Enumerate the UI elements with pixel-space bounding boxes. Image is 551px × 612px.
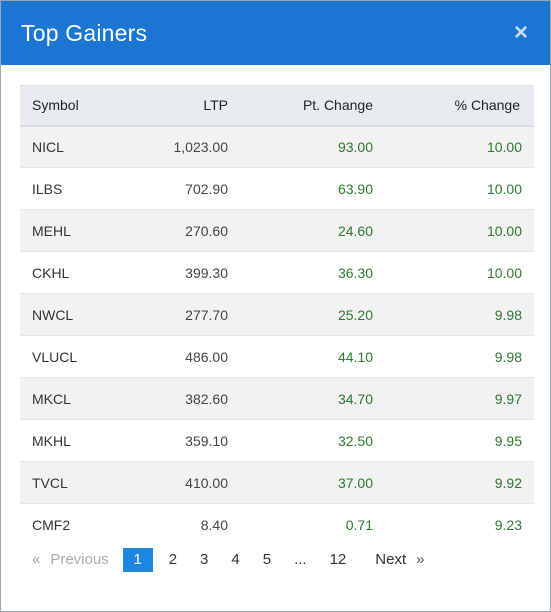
cell-pct-change: 9.98: [385, 293, 534, 336]
cell-ltp: 1,023.00: [130, 125, 240, 168]
cell-pct-change: 9.97: [385, 377, 534, 420]
previous-arrow-icon[interactable]: «: [32, 550, 41, 568]
cell-pct-change: 10.00: [385, 125, 534, 168]
cell-pct-change: 10.00: [385, 251, 534, 294]
cell-pct-change: 9.23: [494, 516, 522, 533]
cell-pct-change: 10.00: [385, 167, 534, 210]
dialog-header: Top Gainers ×: [1, 1, 550, 65]
table-row[interactable]: MKHL 359.10 32.50 9.95: [20, 419, 534, 462]
table-row[interactable]: TVCL 410.00 37.00 9.92: [20, 461, 534, 504]
table-header-row: Symbol LTP Pt. Change % Change: [20, 85, 534, 126]
column-header-ltp[interactable]: LTP: [203, 97, 228, 114]
cell-symbol: CMF2: [32, 516, 71, 533]
table-row[interactable]: CMF2 8.40 0.71 9.23: [20, 503, 534, 546]
cell-pct-change: 9.95: [385, 419, 534, 462]
cell-ltp: 702.90: [130, 167, 240, 210]
close-icon[interactable]: ×: [513, 19, 528, 46]
cell-symbol: ILBS: [20, 167, 130, 210]
cell-symbol: MKCL: [20, 377, 130, 420]
cell-pct-change: 9.98: [385, 335, 534, 378]
cell-ltp: 486.00: [130, 335, 240, 378]
page-button-1[interactable]: 1: [122, 547, 153, 572]
gainers-table: Symbol LTP Pt. Change % Change NICL 1,02…: [20, 85, 534, 546]
column-header-symbol[interactable]: Symbol: [32, 97, 79, 114]
page-button-12[interactable]: 12: [329, 550, 347, 568]
cell-symbol: TVCL: [20, 461, 130, 504]
cell-pct-change: 9.92: [385, 461, 534, 504]
cell-ltp: 8.40: [200, 516, 228, 533]
table-row[interactable]: NWCL 277.70 25.20 9.98: [20, 293, 534, 336]
cell-pt-change: 24.60: [240, 209, 385, 252]
previous-page-button[interactable]: Previous: [50, 550, 109, 568]
cell-symbol: NWCL: [20, 293, 130, 336]
page-button-4[interactable]: 4: [231, 550, 240, 568]
cell-pt-change: 32.50: [240, 419, 385, 462]
cell-ltp: 410.00: [130, 461, 240, 504]
cell-pt-change: 63.90: [240, 167, 385, 210]
page-button-3[interactable]: 3: [200, 550, 209, 568]
table-row[interactable]: CKHL 399.30 36.30 10.00: [20, 251, 534, 294]
table-body: NICL 1,023.00 93.00 10.00 ILBS 702.90 63…: [20, 125, 534, 546]
table-row[interactable]: VLUCL 486.00 44.10 9.98: [20, 335, 534, 378]
column-header-pct-change[interactable]: % Change: [454, 97, 520, 114]
cell-ltp: 270.60: [130, 209, 240, 252]
cell-ltp: 359.10: [130, 419, 240, 462]
page-button-5[interactable]: 5: [262, 550, 272, 568]
next-page-button[interactable]: Next: [375, 550, 407, 568]
cell-symbol: MKHL: [20, 419, 130, 462]
cell-ltp: 277.70: [130, 293, 240, 336]
next-arrow-icon[interactable]: »: [416, 550, 425, 568]
cell-pt-change: 25.20: [240, 293, 385, 336]
cell-pt-change: 0.71: [345, 516, 373, 533]
cell-ltp: 399.30: [130, 251, 240, 294]
cell-pt-change: 36.30: [240, 251, 385, 294]
column-header-pt-change[interactable]: Pt. Change: [302, 97, 373, 114]
cell-ltp: 382.60: [130, 377, 240, 420]
dialog-body: Symbol LTP Pt. Change % Change NICL 1,02…: [1, 65, 550, 573]
cell-symbol: MEHL: [20, 209, 130, 252]
table-row[interactable]: NICL 1,023.00 93.00 10.00: [20, 125, 534, 168]
cell-pt-change: 93.00: [240, 125, 385, 168]
cell-symbol: NICL: [20, 125, 130, 168]
page-ellipsis: ...: [294, 550, 307, 568]
table-row[interactable]: ILBS 702.90 63.90 10.00: [20, 167, 534, 210]
table-row[interactable]: MEHL 270.60 24.60 10.00: [20, 209, 534, 252]
cell-pct-change: 10.00: [385, 209, 534, 252]
page-button-2[interactable]: 2: [168, 550, 178, 568]
cell-symbol: CKHL: [20, 251, 130, 294]
cell-pt-change: 44.10: [240, 335, 385, 378]
table-row[interactable]: MKCL 382.60 34.70 9.97: [20, 377, 534, 420]
cell-pt-change: 37.00: [240, 461, 385, 504]
pagination: « Previous 1 2 3 4 5 ... 12 Next »: [20, 547, 532, 573]
cell-symbol: VLUCL: [20, 335, 130, 378]
cell-pt-change: 34.70: [240, 377, 385, 420]
dialog-title: Top Gainers: [21, 19, 148, 46]
